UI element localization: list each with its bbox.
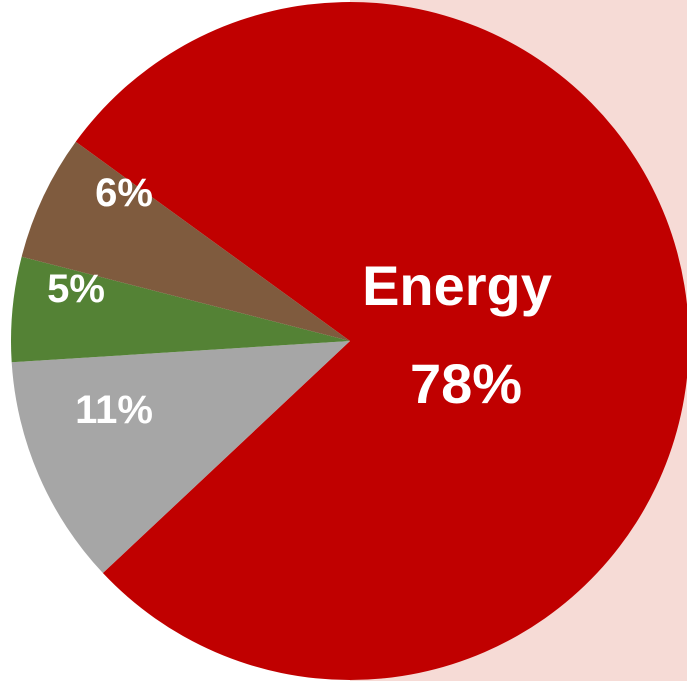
- pie-slice-slice-2: [10, 256, 350, 363]
- slice-label-11: 11%: [75, 388, 153, 432]
- pie-labels: Energy 78% 11% 5% 6%: [47, 171, 552, 432]
- slice-label-6: 6%: [95, 171, 153, 215]
- slice-label-5: 5%: [47, 267, 105, 311]
- energy-name-label: Energy: [362, 254, 552, 317]
- pie-slice-energy: [75, 2, 687, 680]
- pie-slice-slice-3: [21, 141, 351, 341]
- pie-slices: [10, 2, 687, 680]
- pie-slice-slice-1: [11, 341, 350, 574]
- energy-percent-label: 78%: [410, 352, 522, 415]
